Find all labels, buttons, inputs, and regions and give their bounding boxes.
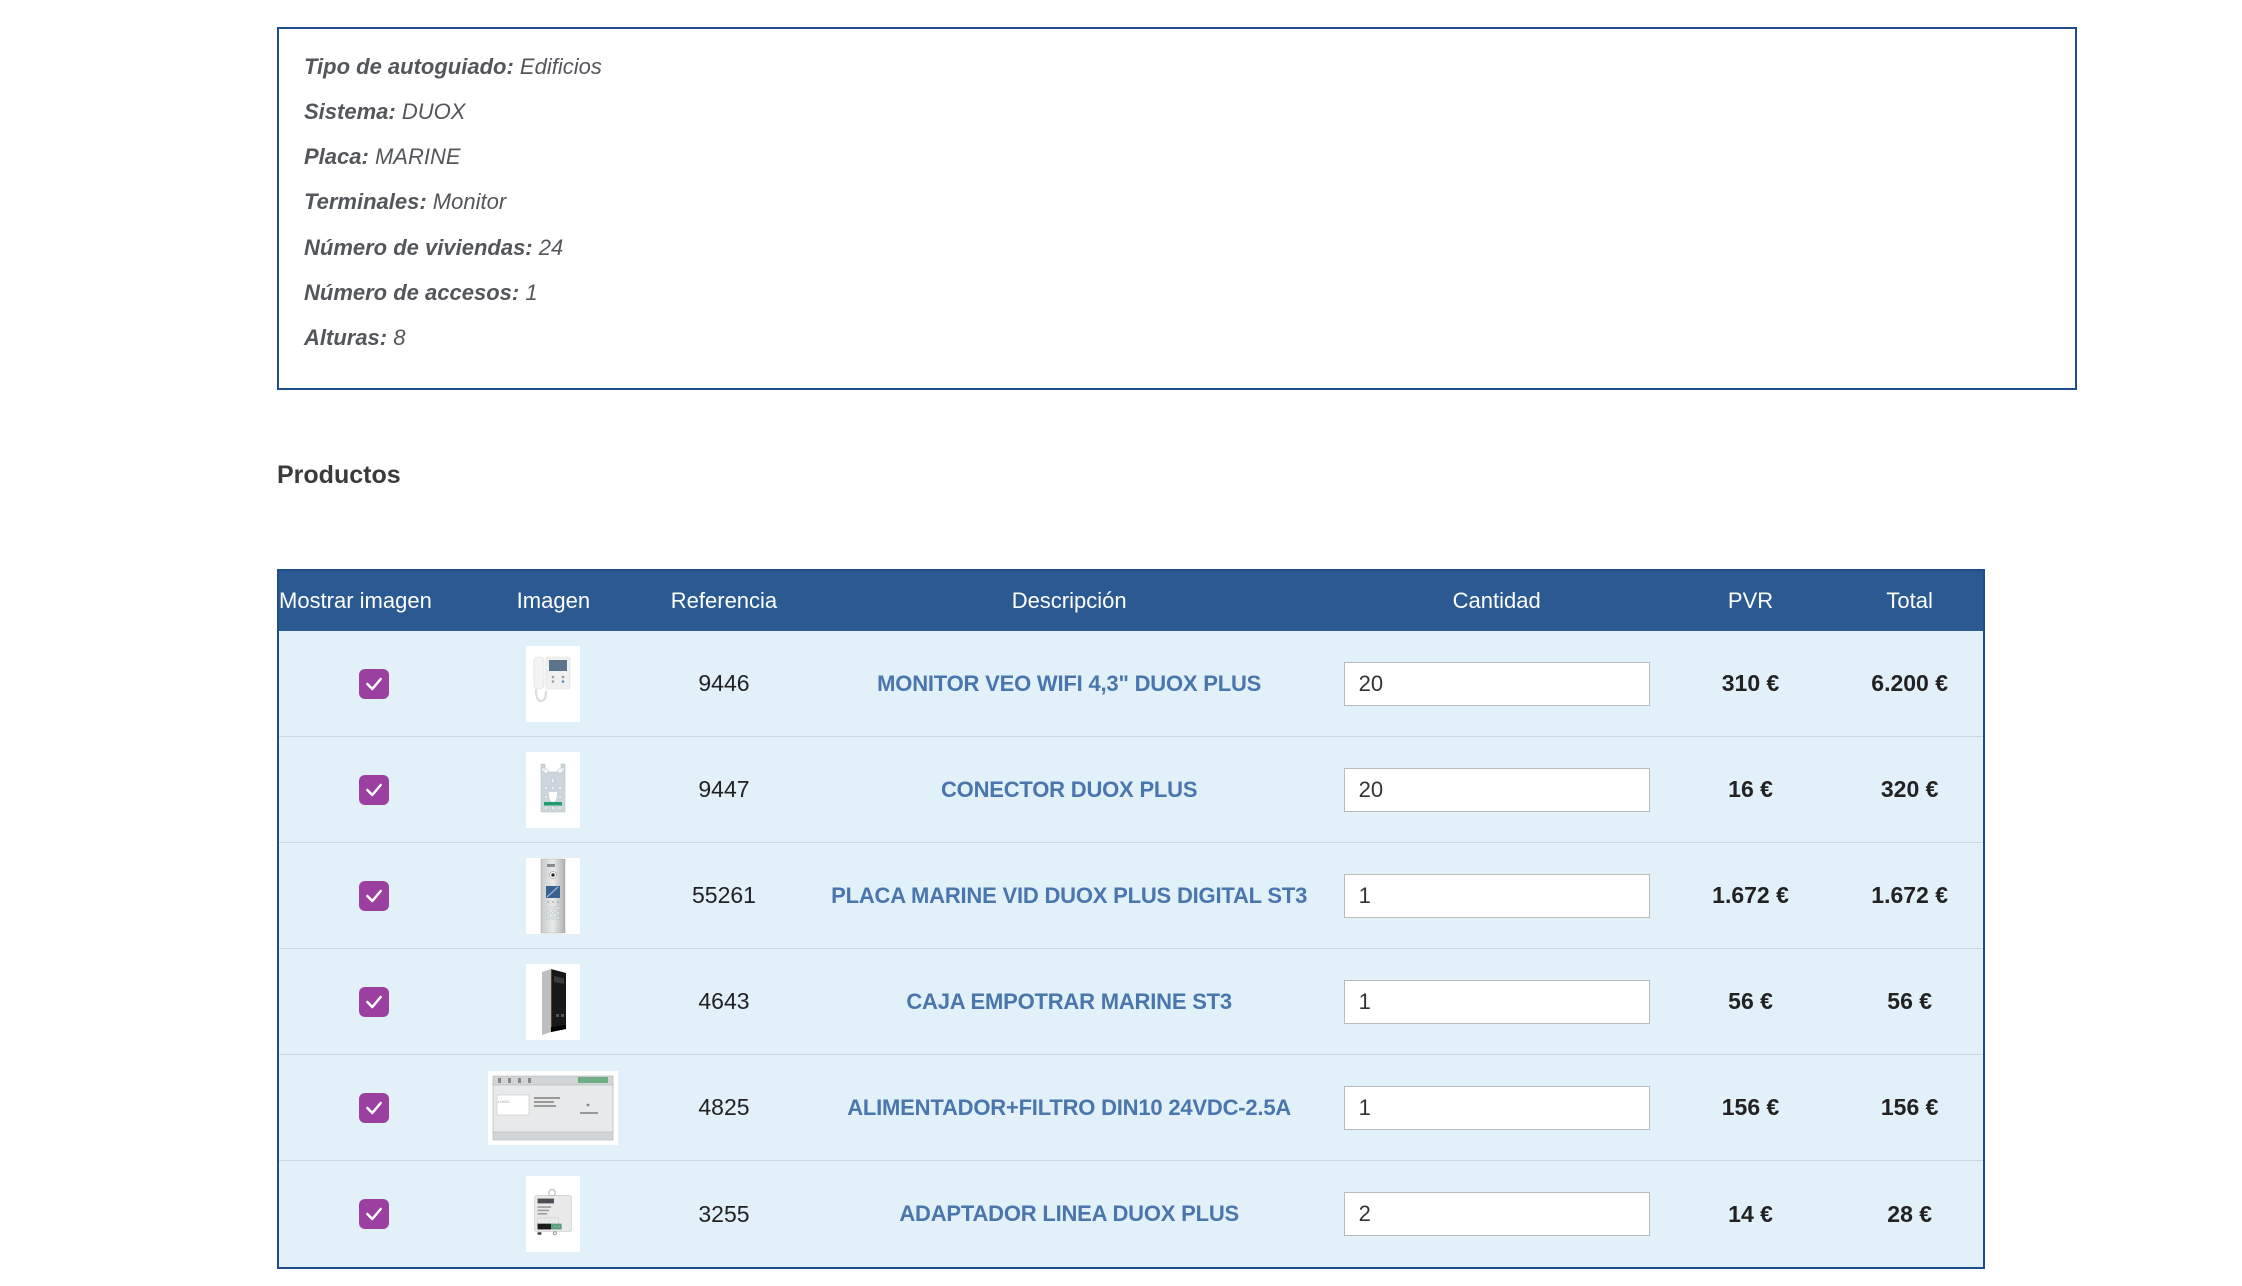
svg-text:LOGO: LOGO <box>498 1099 510 1104</box>
